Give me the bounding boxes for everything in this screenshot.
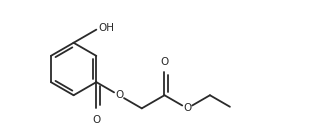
Text: O: O — [92, 115, 100, 125]
Text: O: O — [161, 57, 169, 67]
Text: O: O — [115, 90, 123, 100]
Text: OH: OH — [98, 23, 114, 33]
Text: O: O — [183, 103, 191, 113]
